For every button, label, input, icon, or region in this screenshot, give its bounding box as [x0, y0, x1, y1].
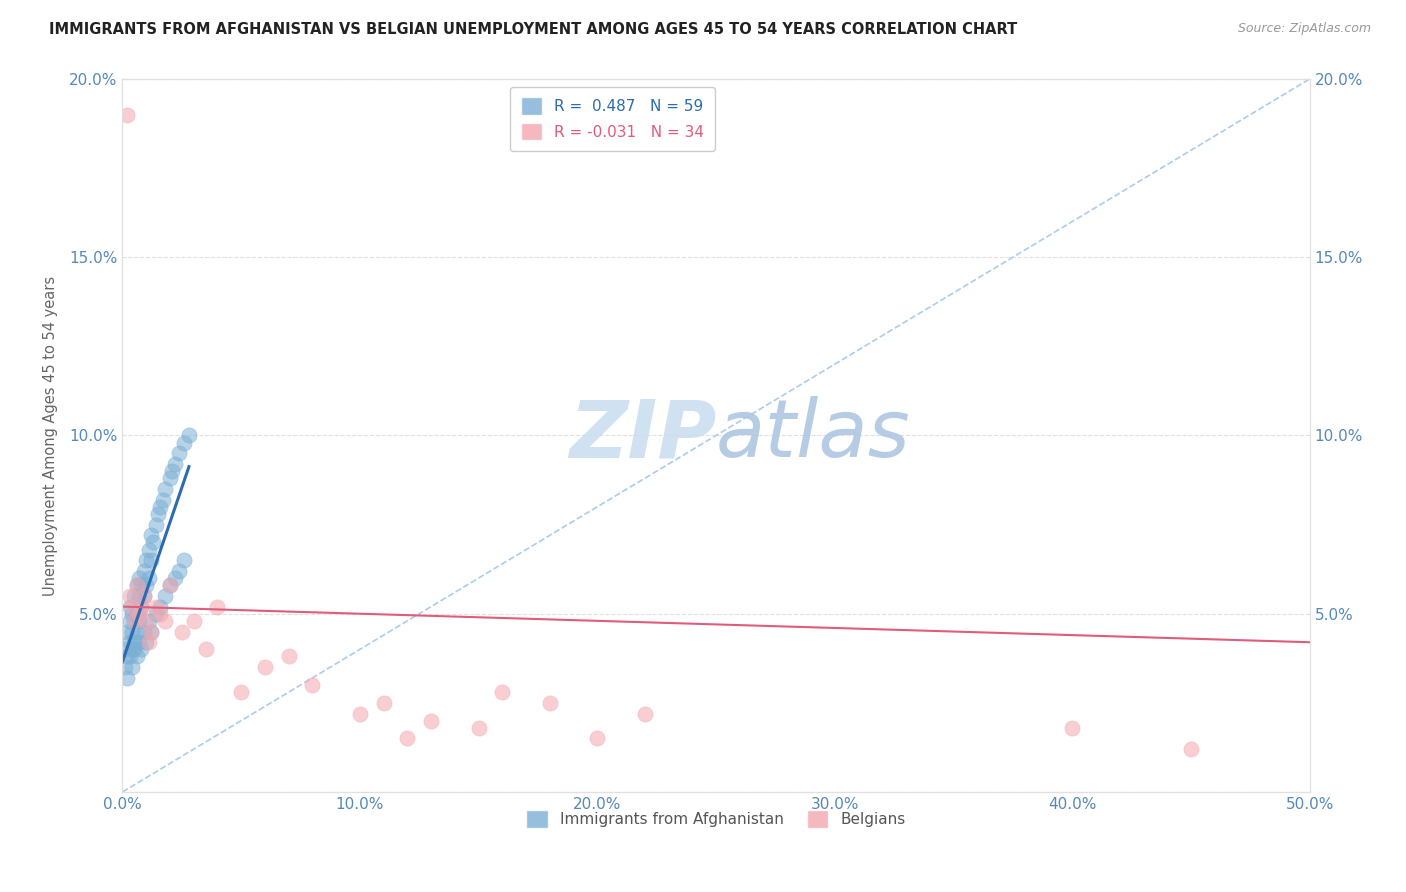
Point [145, 599, 167, 614]
Point [173, 553, 195, 567]
Point [124, 642, 146, 657]
Point [467, 721, 489, 735]
Point [586, 731, 609, 746]
Point [114, 660, 136, 674]
Point [1062, 721, 1084, 735]
Point [173, 435, 195, 450]
Point [125, 624, 148, 639]
Point [128, 635, 150, 649]
Point [145, 517, 167, 532]
Point [145, 607, 167, 621]
Text: ZIP: ZIP [568, 396, 716, 475]
Point [121, 660, 143, 674]
Point [169, 564, 191, 578]
Point [139, 624, 162, 639]
Point [149, 599, 172, 614]
Point [124, 614, 146, 628]
Point [115, 671, 138, 685]
Point [155, 614, 177, 628]
Point [139, 528, 162, 542]
Point [538, 696, 561, 710]
Point [301, 678, 323, 692]
Point [124, 635, 146, 649]
Point [132, 564, 155, 578]
Point [1180, 742, 1202, 756]
Point [162, 464, 184, 478]
Point [170, 624, 193, 639]
Point [124, 589, 146, 603]
Point [277, 649, 299, 664]
Point [121, 624, 143, 639]
Point [139, 624, 162, 639]
Point [118, 599, 141, 614]
Point [125, 578, 148, 592]
Point [139, 553, 162, 567]
Point [163, 571, 186, 585]
Point [183, 614, 205, 628]
Point [121, 607, 143, 621]
Point [349, 706, 371, 721]
Point [118, 635, 141, 649]
Point [125, 649, 148, 664]
Point [135, 614, 157, 628]
Point [125, 607, 148, 621]
Point [163, 457, 186, 471]
Point [138, 542, 160, 557]
Point [135, 578, 157, 592]
Point [131, 599, 153, 614]
Point [138, 571, 160, 585]
Point [114, 642, 136, 657]
Point [155, 482, 177, 496]
Text: IMMIGRANTS FROM AFGHANISTAN VS BELGIAN UNEMPLOYMENT AMONG AGES 45 TO 54 YEARS CO: IMMIGRANTS FROM AFGHANISTAN VS BELGIAN U… [49, 22, 1018, 37]
Point [253, 660, 276, 674]
Point [115, 649, 138, 664]
Point [132, 589, 155, 603]
Point [146, 507, 169, 521]
Point [138, 614, 160, 628]
Point [373, 696, 395, 710]
Point [155, 589, 177, 603]
Point [124, 614, 146, 628]
Point [420, 714, 443, 728]
Point [118, 614, 141, 628]
Point [128, 589, 150, 603]
Point [128, 571, 150, 585]
Point [169, 446, 191, 460]
Point [118, 649, 141, 664]
Point [177, 428, 200, 442]
Point [132, 589, 155, 603]
Point [132, 624, 155, 639]
Point [159, 578, 181, 592]
Point [135, 553, 157, 567]
Point [121, 642, 143, 657]
Point [125, 578, 148, 592]
Y-axis label: Unemployment Among Ages 45 to 54 years: Unemployment Among Ages 45 to 54 years [44, 276, 58, 596]
Point [142, 535, 165, 549]
Point [131, 599, 153, 614]
Point [128, 607, 150, 621]
Point [131, 578, 153, 592]
Point [149, 500, 172, 514]
Point [159, 578, 181, 592]
Point [231, 685, 253, 699]
Point [121, 599, 143, 614]
Point [131, 642, 153, 657]
Text: Source: ZipAtlas.com: Source: ZipAtlas.com [1237, 22, 1371, 36]
Point [128, 614, 150, 628]
Point [634, 706, 657, 721]
Point [396, 731, 419, 746]
Legend: Immigrants from Afghanistan, Belgians: Immigrants from Afghanistan, Belgians [520, 805, 912, 834]
Point [152, 492, 174, 507]
Point [207, 599, 229, 614]
Point [138, 635, 160, 649]
Point [159, 471, 181, 485]
Point [491, 685, 513, 699]
Point [149, 607, 172, 621]
Point [118, 589, 141, 603]
Point [115, 108, 138, 122]
Point [194, 642, 217, 657]
Point [115, 624, 138, 639]
Point [135, 635, 157, 649]
Text: atlas: atlas [716, 396, 911, 475]
